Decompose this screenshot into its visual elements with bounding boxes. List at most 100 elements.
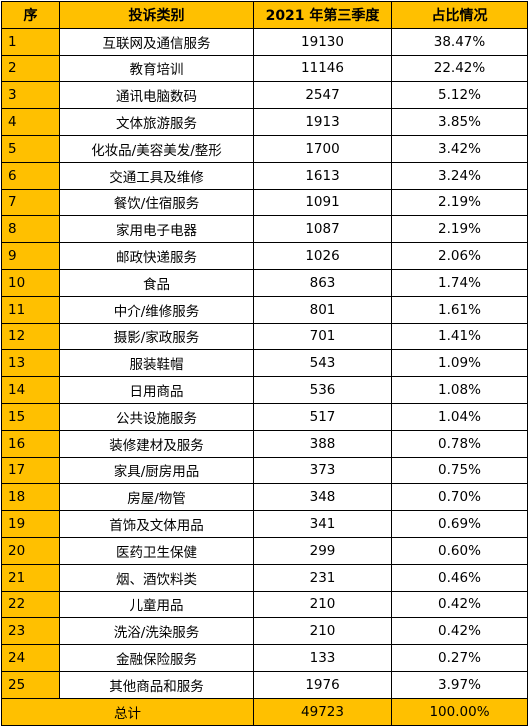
table-row: 6 交通工具及维修 1613 3.24% [1, 161, 528, 190]
row-count: 348 [253, 483, 392, 512]
row-count: 133 [253, 644, 392, 672]
table-row: 15 公共设施服务 517 1.04% [1, 402, 528, 431]
row-category: 日用商品 [59, 376, 254, 404]
table-row: 24 金融保险服务 133 0.27% [1, 644, 528, 672]
row-share: 1.74% [391, 268, 528, 297]
row-count: 2547 [253, 81, 392, 110]
row-category: 教育培训 [59, 54, 254, 83]
row-index: 21 [1, 563, 60, 592]
table-row: 22 儿童用品 210 0.42% [1, 590, 528, 619]
row-category: 食品 [59, 268, 254, 297]
row-share: 0.42% [391, 590, 528, 619]
row-count: 373 [253, 456, 392, 485]
row-category: 文体旅游服务 [59, 108, 254, 136]
row-index: 16 [1, 429, 60, 458]
row-index: 23 [1, 617, 60, 646]
row-share: 2.19% [391, 188, 528, 217]
table-row: 13 服装鞋帽 543 1.09% [1, 349, 528, 378]
row-share: 2.19% [391, 215, 528, 244]
table-row: 5 化妆品/美容美发/整形 1700 3.42% [1, 134, 528, 163]
row-index: 7 [1, 188, 60, 217]
row-index: 18 [1, 483, 60, 512]
row-category: 首饰及文体用品 [59, 510, 254, 538]
row-share: 3.24% [391, 161, 528, 190]
row-count: 1700 [253, 134, 392, 163]
row-category: 互联网及通信服务 [59, 27, 254, 56]
row-category: 中介/维修服务 [59, 295, 254, 324]
table-row: 16 装修建材及服务 388 0.78% [1, 429, 528, 458]
row-category: 化妆品/美容美发/整形 [59, 134, 254, 163]
row-index: 17 [1, 456, 60, 485]
row-share: 1.04% [391, 402, 528, 431]
row-share: 1.41% [391, 322, 528, 351]
row-count: 11146 [253, 54, 392, 83]
table-row: 3 通讯电脑数码 2547 5.12% [1, 81, 528, 110]
row-share: 0.60% [391, 536, 528, 565]
table-row: 19 首饰及文体用品 341 0.69% [1, 510, 528, 538]
header-index: 序 [1, 1, 60, 29]
row-share: 3.42% [391, 134, 528, 163]
table-row: 20 医药卫生保健 299 0.60% [1, 536, 528, 565]
row-category: 家用电子电器 [59, 215, 254, 244]
row-share: 5.12% [391, 81, 528, 110]
row-index: 22 [1, 590, 60, 619]
row-category: 装修建材及服务 [59, 429, 254, 458]
table-row: 18 房屋/物管 348 0.70% [1, 483, 528, 512]
table-row: 4 文体旅游服务 1913 3.85% [1, 108, 528, 136]
row-share: 0.27% [391, 644, 528, 672]
total-count: 49723 [253, 697, 392, 726]
row-count: 1087 [253, 215, 392, 244]
row-index: 13 [1, 349, 60, 378]
row-count: 1913 [253, 108, 392, 136]
row-count: 231 [253, 563, 392, 592]
row-count: 701 [253, 322, 392, 351]
row-category: 餐饮/住宿服务 [59, 188, 254, 217]
row-category: 烟、酒饮料类 [59, 563, 254, 592]
row-count: 341 [253, 510, 392, 538]
row-index: 2 [1, 54, 60, 83]
row-index: 5 [1, 134, 60, 163]
row-index: 24 [1, 644, 60, 672]
row-count: 1976 [253, 670, 392, 699]
table-row: 21 烟、酒饮料类 231 0.46% [1, 563, 528, 592]
row-count: 536 [253, 376, 392, 404]
row-share: 0.75% [391, 456, 528, 485]
total-share: 100.00% [391, 697, 528, 726]
row-category: 儿童用品 [59, 590, 254, 619]
row-count: 210 [253, 590, 392, 619]
table-body: 1 互联网及通信服务 19130 38.47% 2 教育培训 11146 22.42% 3 通讯电… [1, 27, 528, 699]
row-share: 3.97% [391, 670, 528, 699]
row-category: 医药卫生保健 [59, 536, 254, 565]
row-count: 210 [253, 617, 392, 646]
table-row: 23 洗浴/洗染服务 210 0.42% [1, 617, 528, 646]
row-share: 0.69% [391, 510, 528, 538]
row-count: 388 [253, 429, 392, 458]
row-share: 0.78% [391, 429, 528, 458]
table-row: 17 家具/厨房用品 373 0.75% [1, 456, 528, 485]
table-row: 1 互联网及通信服务 19130 38.47% [1, 27, 528, 56]
row-index: 15 [1, 402, 60, 431]
row-index: 1 [1, 27, 60, 56]
row-share: 38.47% [391, 27, 528, 56]
row-share: 22.42% [391, 54, 528, 83]
row-category: 房屋/物管 [59, 483, 254, 512]
row-share: 1.61% [391, 295, 528, 324]
row-category: 洗浴/洗染服务 [59, 617, 254, 646]
row-index: 3 [1, 81, 60, 110]
row-count: 543 [253, 349, 392, 378]
row-count: 1613 [253, 161, 392, 190]
row-category: 交通工具及维修 [59, 161, 254, 190]
row-category: 其他商品和服务 [59, 670, 254, 699]
row-count: 517 [253, 402, 392, 431]
row-category: 邮政快递服务 [59, 242, 254, 270]
row-category: 家具/厨房用品 [59, 456, 254, 485]
header-share: 占比情况 [391, 1, 528, 29]
table-row: 10 食品 863 1.74% [1, 268, 528, 297]
row-index: 12 [1, 322, 60, 351]
row-index: 10 [1, 268, 60, 297]
row-share: 2.06% [391, 242, 528, 270]
row-index: 6 [1, 161, 60, 190]
row-share: 0.70% [391, 483, 528, 512]
